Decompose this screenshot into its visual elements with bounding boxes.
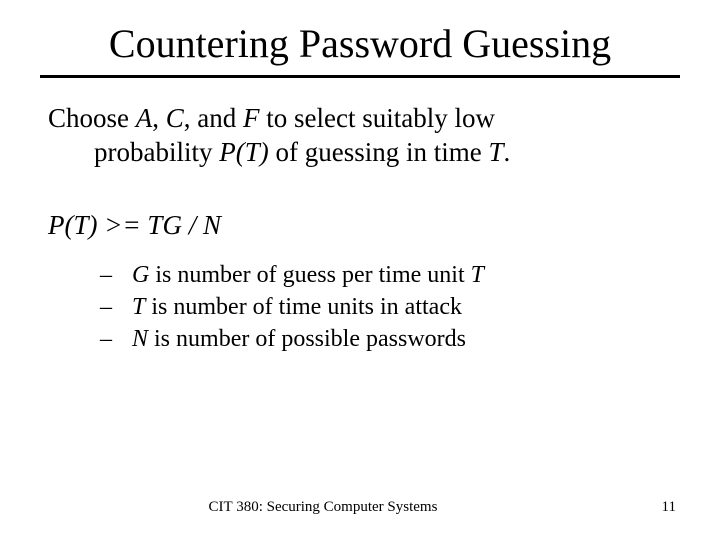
text: is number of time units in attack xyxy=(145,294,462,320)
bullet-text: N is number of possible passwords xyxy=(132,323,466,355)
intro-text: of guessing in time xyxy=(269,137,489,167)
var-F: F xyxy=(243,103,260,133)
formula: P(T) >= TG / N xyxy=(40,210,680,241)
intro-paragraph: Choose A, C, and F to select suitably lo… xyxy=(40,102,680,170)
page-number: 11 xyxy=(646,499,676,516)
var-tail: T xyxy=(471,262,484,288)
intro-text: , xyxy=(152,103,166,133)
list-item: – N is number of possible passwords xyxy=(100,323,680,355)
footer-text: CIT 380: Securing Computer Systems xyxy=(0,499,646,516)
list-item: – G is number of guess per time unit T xyxy=(100,259,680,291)
footer: CIT 380: Securing Computer Systems 11 xyxy=(0,499,720,516)
list-item: – T is number of time units in attack xyxy=(100,291,680,323)
text: is number of possible passwords xyxy=(148,326,466,352)
title-rule xyxy=(40,75,680,78)
dash-icon: – xyxy=(100,291,114,323)
slide-title: Countering Password Guessing xyxy=(40,20,680,67)
var: T xyxy=(132,294,145,320)
intro-text: probability xyxy=(94,137,219,167)
var: G xyxy=(132,262,149,288)
intro-text: to select suitably low xyxy=(260,103,495,133)
dash-icon: – xyxy=(100,259,114,291)
var: N xyxy=(132,326,148,352)
bullet-list: – G is number of guess per time unit T –… xyxy=(40,259,680,356)
var-T: T xyxy=(488,137,503,167)
bullet-text: T is number of time units in attack xyxy=(132,291,462,323)
intro-text: , and xyxy=(184,103,243,133)
intro-text: . xyxy=(504,137,511,167)
text: is number of guess per time unit xyxy=(149,262,470,288)
bullet-text: G is number of guess per time unit T xyxy=(132,259,484,291)
var-C: C xyxy=(166,103,184,133)
dash-icon: – xyxy=(100,323,114,355)
slide: Countering Password Guessing Choose A, C… xyxy=(0,0,720,540)
var-A: A xyxy=(136,103,153,133)
var-PT: P(T) xyxy=(219,137,269,167)
intro-text: Choose xyxy=(48,103,136,133)
